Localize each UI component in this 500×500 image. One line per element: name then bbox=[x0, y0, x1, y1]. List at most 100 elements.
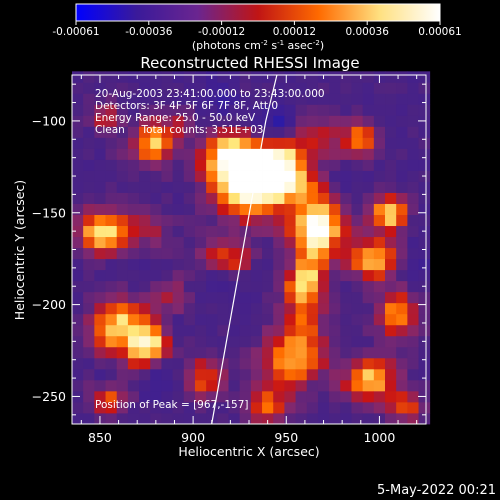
heatmap-cell bbox=[194, 148, 207, 160]
heatmap-cell bbox=[116, 258, 129, 271]
heatmap-cell bbox=[407, 225, 419, 238]
heatmap-cell bbox=[329, 192, 341, 204]
heatmap-cell bbox=[407, 104, 419, 116]
heatmap-cell bbox=[273, 379, 285, 392]
heatmap-cell bbox=[385, 401, 397, 414]
heatmap-cell bbox=[217, 203, 229, 215]
heatmap-cell bbox=[139, 71, 151, 83]
heatmap-cell bbox=[373, 269, 386, 282]
heatmap-cell bbox=[362, 379, 375, 392]
heatmap-cell bbox=[262, 412, 274, 425]
heatmap-cell bbox=[217, 357, 229, 370]
heatmap-cell bbox=[150, 104, 162, 116]
heatmap-cell bbox=[362, 159, 375, 171]
heatmap-cell bbox=[362, 115, 375, 127]
heatmap-cell bbox=[385, 137, 397, 149]
heatmap-cell bbox=[262, 247, 274, 260]
heatmap-cell bbox=[83, 115, 95, 127]
heatmap-cell bbox=[150, 335, 162, 348]
heatmap-cell bbox=[262, 192, 274, 204]
heatmap-cell bbox=[284, 412, 296, 425]
heatmap-cell bbox=[139, 302, 151, 315]
heatmap-cell bbox=[150, 137, 162, 149]
heatmap-cell bbox=[127, 115, 140, 127]
heatmap-cell bbox=[239, 368, 252, 381]
heatmap-cell bbox=[329, 236, 341, 249]
heatmap-cell bbox=[306, 412, 319, 425]
y-axis-label: Heliocentric Y (arcsec) bbox=[12, 180, 27, 320]
heatmap-cell bbox=[329, 159, 341, 171]
heatmap-cell bbox=[306, 346, 319, 359]
heatmap-cell bbox=[295, 71, 308, 83]
x-tick-label: 900 bbox=[181, 430, 205, 445]
heatmap-cell bbox=[72, 412, 84, 425]
heatmap-cell bbox=[172, 280, 185, 293]
heatmap-cell bbox=[273, 82, 285, 94]
heatmap-cell bbox=[317, 181, 330, 193]
heatmap-cell bbox=[161, 302, 174, 315]
heatmap-cell bbox=[183, 126, 196, 138]
heatmap-cell bbox=[183, 258, 196, 271]
heatmap-cell bbox=[262, 214, 274, 227]
heatmap-cell bbox=[396, 159, 408, 171]
heatmap-cell bbox=[194, 71, 207, 83]
heatmap-cell bbox=[239, 93, 252, 105]
heatmap-cell bbox=[150, 280, 162, 293]
heatmap-cell bbox=[295, 181, 308, 193]
axis-ticks: 850 900 950 1000 −100 −150 −200 −250 bbox=[32, 75, 426, 445]
heatmap-cell bbox=[340, 390, 352, 403]
heatmap-cell bbox=[116, 335, 129, 348]
heatmap-cell bbox=[329, 82, 341, 94]
heatmap-cell bbox=[362, 269, 375, 282]
heatmap-cell bbox=[228, 170, 241, 182]
heatmap-cell bbox=[262, 170, 274, 182]
heatmap-cell bbox=[105, 203, 118, 215]
heatmap-cell bbox=[284, 82, 296, 94]
heatmap-cell bbox=[183, 412, 196, 425]
heatmap-cell bbox=[127, 390, 140, 403]
heatmap-cell bbox=[329, 346, 341, 359]
heatmap-cell bbox=[250, 71, 263, 83]
heatmap-cell bbox=[362, 412, 375, 425]
heatmap-cell bbox=[306, 236, 319, 249]
heatmap-cell bbox=[262, 390, 274, 403]
heatmap-cell bbox=[250, 346, 263, 359]
heatmap-cell bbox=[161, 104, 174, 116]
heatmap-cell bbox=[340, 93, 352, 105]
heatmap-cell bbox=[150, 159, 162, 171]
heatmap-cell bbox=[295, 269, 308, 282]
heatmap-cell bbox=[362, 280, 375, 293]
heatmap-cell bbox=[172, 236, 185, 249]
heatmap-cell bbox=[340, 335, 352, 348]
heatmap-cell bbox=[340, 126, 352, 138]
heatmap-cell bbox=[94, 335, 106, 348]
heatmap-cell bbox=[351, 368, 364, 381]
heatmap-cell bbox=[127, 280, 140, 293]
heatmap-cell bbox=[139, 291, 151, 304]
annotation-block: 20-Aug-2003 23:41:00.000 to 23:43:00.000… bbox=[95, 88, 325, 136]
heatmap-cell bbox=[94, 258, 106, 271]
heatmap-cell bbox=[83, 104, 95, 116]
heatmap-cell bbox=[418, 324, 431, 337]
heatmap-cell bbox=[340, 346, 352, 359]
heatmap-cell bbox=[217, 137, 229, 149]
heatmap-cell bbox=[306, 181, 319, 193]
heatmap-cell bbox=[172, 181, 185, 193]
heatmap-cell bbox=[284, 390, 296, 403]
heatmap-cell bbox=[250, 324, 263, 337]
heatmap-cell bbox=[139, 379, 151, 392]
heatmap-cell bbox=[351, 148, 364, 160]
heatmap-cell bbox=[105, 258, 118, 271]
heatmap-cell bbox=[183, 401, 196, 414]
heatmap-cell bbox=[239, 401, 252, 414]
heatmap-cell bbox=[284, 203, 296, 215]
heatmap-cell bbox=[351, 181, 364, 193]
heatmap-cell bbox=[127, 291, 140, 304]
heatmap-cell bbox=[306, 302, 319, 315]
heatmap-cell bbox=[161, 324, 174, 337]
heatmap-cell bbox=[262, 148, 274, 160]
heatmap-cell bbox=[194, 192, 207, 204]
heatmap-cell bbox=[306, 203, 319, 215]
heatmap-cell bbox=[295, 401, 308, 414]
